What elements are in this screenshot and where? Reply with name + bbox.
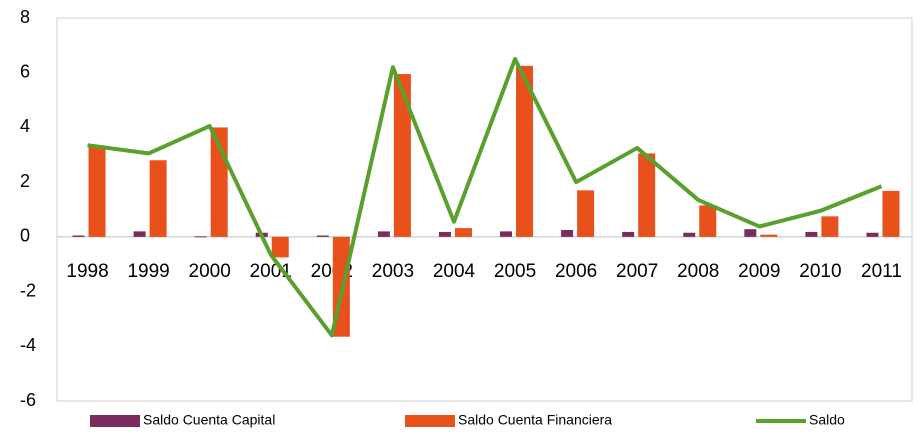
- y-tick-label: -2: [20, 280, 36, 300]
- bar: [744, 229, 757, 237]
- bar: [149, 160, 167, 237]
- bar: [561, 230, 574, 237]
- bar: [516, 65, 534, 237]
- x-tick-label: 2006: [555, 261, 597, 282]
- legend-label: Saldo Cuenta Financiera: [458, 412, 612, 428]
- bar: [454, 228, 472, 237]
- legend-swatch: [90, 415, 140, 427]
- bar: [72, 235, 85, 237]
- x-tick-label: 2000: [189, 261, 231, 282]
- x-tick-label: 2007: [616, 261, 658, 282]
- bar: [638, 153, 656, 237]
- x-tick-label: 2011: [861, 261, 902, 282]
- y-tick-label: 8: [20, 7, 30, 27]
- bar: [821, 216, 839, 237]
- bar: [577, 190, 595, 237]
- bar: [393, 74, 411, 237]
- bar: [882, 190, 900, 237]
- bar: [133, 231, 146, 237]
- y-tick-label: -6: [20, 390, 36, 410]
- y-tick-label: -4: [20, 335, 36, 355]
- bar: [377, 231, 390, 237]
- bar: [88, 146, 106, 237]
- bar: [760, 234, 778, 237]
- bar: [271, 236, 289, 258]
- legend-label: Saldo Cuenta Capital: [143, 412, 275, 428]
- bar: [805, 231, 818, 237]
- x-tick-label: 2008: [677, 261, 719, 282]
- x-tick-label: 2010: [799, 261, 841, 282]
- bar: [622, 231, 635, 237]
- y-tick-label: 0: [20, 226, 30, 246]
- bar: [866, 232, 879, 237]
- x-tick-label: 2009: [738, 261, 780, 282]
- bar: [194, 236, 207, 238]
- bar: [699, 205, 717, 237]
- x-tick-label: 1999: [127, 261, 169, 282]
- y-tick-label: 2: [20, 171, 30, 191]
- bar: [500, 231, 513, 237]
- legend-label: Saldo: [809, 412, 845, 428]
- x-tick-label: 2005: [494, 261, 536, 282]
- y-tick-label: 4: [20, 116, 30, 136]
- x-tick-label: 2004: [433, 261, 476, 282]
- bar: [438, 231, 451, 237]
- line: [87, 57, 883, 338]
- bar: [316, 235, 329, 237]
- y-tick-label: 6: [20, 61, 30, 81]
- plot-frame: [56, 17, 913, 402]
- bar: [683, 232, 696, 237]
- legend-swatch: [405, 415, 455, 427]
- x-tick-label: 2003: [372, 261, 414, 282]
- x-tick-label: 1998: [66, 261, 108, 282]
